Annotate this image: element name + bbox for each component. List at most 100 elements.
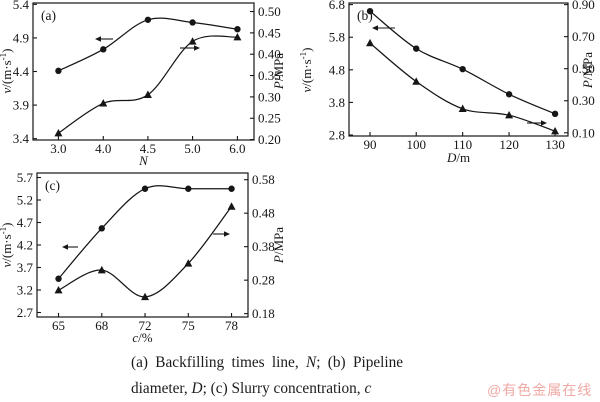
left-tick-label: 2.8 xyxy=(329,128,345,143)
x-tick-label: 110 xyxy=(453,137,472,152)
caption-text: diameter, xyxy=(131,380,192,397)
series-P xyxy=(54,32,242,137)
series-v xyxy=(55,185,235,282)
triangle-marker xyxy=(141,292,150,301)
right-tick-label: 0.70 xyxy=(572,29,595,44)
triangle-marker xyxy=(551,126,560,135)
right-tick-label: 0.50 xyxy=(258,4,281,19)
triangle-marker xyxy=(412,77,421,85)
left-tick-label: 3.4 xyxy=(13,131,30,146)
chart-panel-b: 2.8 3.8 4.8 5.8 6.8 0.10 0.30 0.50 0.70 0.90 90 100… xyxy=(300,0,600,168)
right-tick-label: 0.58 xyxy=(252,172,275,187)
left-tick-label: 4.9 xyxy=(13,30,29,45)
series-P xyxy=(54,202,236,301)
right-axis: 0.20 0.25 0.30 0.35 0.40 0.45 0.50 xyxy=(250,4,281,147)
x-axis-title: c/% xyxy=(132,330,152,345)
circle-marker xyxy=(228,185,235,192)
circle-marker xyxy=(55,275,62,282)
caption-var-c: c xyxy=(364,380,372,397)
triangle-marker xyxy=(54,286,63,294)
plot-border xyxy=(32,2,255,141)
left-tick-label: 4.4 xyxy=(13,64,30,79)
left-tick-label: 5.4 xyxy=(13,0,30,12)
right-tick-label: 0.35 xyxy=(258,68,281,83)
caption-line-1: (a) Backfilling times line, N; (b) Pipel… xyxy=(131,350,403,376)
x-tick-label: 78 xyxy=(225,318,238,333)
series-v-line xyxy=(58,17,238,72)
x-tick-label: 5.0 xyxy=(184,141,200,156)
x-axis: 90 100 110 120 130 xyxy=(364,132,565,152)
left-tick-label: 3.8 xyxy=(329,95,345,110)
right-tick-label: 0.10 xyxy=(572,125,595,140)
right-tick-label: 0.48 xyxy=(252,206,275,221)
circle-marker xyxy=(234,25,241,33)
x-tick-label: 75 xyxy=(182,318,195,333)
left-axis-title: v/(m·s-1) xyxy=(300,47,314,92)
circle-marker xyxy=(505,91,513,98)
circle-marker xyxy=(551,110,559,118)
chart-b-svg: 2.8 3.8 4.8 5.8 6.8 0.10 0.30 0.50 0.70 0.90 90 100… xyxy=(300,0,595,165)
right-tick-label: 0.30 xyxy=(258,89,281,104)
right-tick-label: 0.90 xyxy=(572,0,595,12)
left-tick-label: 3.9 xyxy=(13,98,29,113)
x-tick-label: 130 xyxy=(545,137,565,152)
right-axis-title: P/MPa xyxy=(271,227,286,264)
x-tick-label: 4.0 xyxy=(95,141,111,156)
x-tick-label: 4.5 xyxy=(140,141,156,156)
x-axis: 3.0 4.0 4.5 5.0 6.0 xyxy=(50,136,246,156)
triangle-marker xyxy=(184,259,193,267)
series-P-line xyxy=(58,35,238,134)
triangle-marker xyxy=(458,104,467,112)
x-tick-label: 3.0 xyxy=(50,141,66,156)
left-axis-title: v/(m·s-1) xyxy=(0,48,14,93)
left-axis: 2.8 3.8 4.8 5.8 6.8 xyxy=(329,0,353,143)
circle-marker xyxy=(366,7,374,15)
circle-marker xyxy=(55,67,62,75)
left-tick-label: 2.7 xyxy=(17,305,34,320)
triangle-marker xyxy=(505,110,514,119)
left-axis-title: v/(m·s-1) xyxy=(0,222,14,267)
left-axis: 2.7 3.2 3.7 4.2 4.7 5.2 5.7 xyxy=(17,170,41,320)
series-v-line xyxy=(369,10,556,115)
right-tick-label: 0.25 xyxy=(258,111,281,126)
circle-marker xyxy=(413,45,420,52)
right-axis: 0.10 0.30 0.50 0.70 0.90 xyxy=(564,0,595,140)
figure-caption: (a) Backfilling times line, N; (b) Pipel… xyxy=(131,350,403,402)
circle-marker xyxy=(98,225,105,232)
right-tick-label: 0.45 xyxy=(258,25,281,40)
right-tick-label: 0.38 xyxy=(252,239,275,254)
x-tick-label: 120 xyxy=(499,137,519,152)
series-P xyxy=(366,38,560,135)
triangle-marker xyxy=(233,32,242,41)
right-tick-label: 0.18 xyxy=(252,306,275,321)
caption-line-2: diameter, D; (c) Slurry concentration, c xyxy=(131,376,391,402)
left-tick-label: 5.2 xyxy=(17,193,33,208)
x-tick-label: 90 xyxy=(364,137,377,152)
chart-panel-a: 3.4 3.9 4.4 4.9 5.4 0.20 0.25 0.30 0.35 0.40 0.45 0… xyxy=(0,0,298,168)
series-P-line xyxy=(369,42,556,132)
triangle-marker xyxy=(143,90,152,98)
triangle-marker xyxy=(366,38,375,47)
x-tick-label: 68 xyxy=(95,318,108,333)
left-arrow-icon xyxy=(372,25,395,31)
left-tick-label: 4.7 xyxy=(17,215,34,230)
triangle-marker xyxy=(227,202,236,210)
plot-border xyxy=(36,172,249,318)
right-axis: 0.18 0.28 0.38 0.48 0.58 xyxy=(244,172,275,321)
triangle-marker xyxy=(97,265,106,274)
right-axis-title: P/MPa xyxy=(271,53,286,90)
right-arrow-icon xyxy=(213,231,230,237)
circle-marker xyxy=(144,16,152,23)
triangle-marker xyxy=(188,37,197,45)
left-tick-label: 4.2 xyxy=(17,238,33,253)
caption-text: (a) Backfilling times line, xyxy=(131,354,306,371)
x-axis: 65 68 72 75 78 xyxy=(52,313,238,333)
circle-marker xyxy=(185,185,192,192)
x-tick-label: 6.0 xyxy=(229,141,245,156)
right-arrow-icon xyxy=(180,45,200,51)
right-tick-label: 0.28 xyxy=(252,273,275,288)
left-tick-label: 5.8 xyxy=(329,30,345,45)
chart-a-svg: 3.43.94.44.95.40.200.250.300.350.400.450… xyxy=(0,0,286,168)
chart-c-svg: 2.7 3.2 3.7 4.2 4.7 5.2 5.7 0.18 0.28 0.38 0.48 0.5… xyxy=(0,170,286,345)
